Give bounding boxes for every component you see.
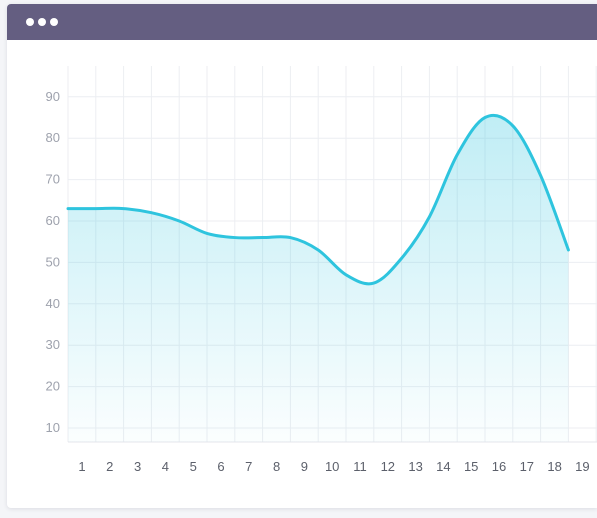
x-tick-label: 10	[325, 459, 339, 474]
x-axis: 1 2 3 4 5 6 7 8 9 10 11 12 13 14 15 16 17 18 19	[78, 459, 589, 474]
x-tick-label: 9	[301, 459, 308, 474]
y-tick-label: 80	[46, 130, 60, 145]
x-tick-label: 3	[134, 459, 141, 474]
y-tick-label: 10	[46, 420, 60, 435]
x-tick-label: 1	[78, 459, 85, 474]
window-titlebar	[7, 4, 597, 40]
area-series	[66, 113, 570, 442]
x-tick-label: 6	[217, 459, 224, 474]
x-tick-label: 14	[436, 459, 450, 474]
area-fill	[68, 115, 569, 442]
x-tick-label: 4	[162, 459, 169, 474]
y-axis: 10 20 30 40 50 60 70 80 90	[46, 89, 60, 435]
y-tick-label: 70	[46, 172, 60, 187]
x-tick-label: 18	[547, 459, 561, 474]
y-tick-label: 50	[46, 254, 60, 269]
x-tick-label: 8	[273, 459, 280, 474]
y-tick-label: 90	[46, 89, 60, 104]
window-dot-3[interactable]	[50, 18, 58, 26]
x-tick-label: 13	[408, 459, 422, 474]
x-tick-label: 12	[381, 459, 395, 474]
y-tick-label: 20	[46, 379, 60, 394]
x-tick-label: 19	[575, 459, 589, 474]
y-tick-label: 40	[46, 296, 60, 311]
x-tick-label: 15	[464, 459, 478, 474]
window-dot-2[interactable]	[38, 18, 46, 26]
x-tick-label: 5	[190, 459, 197, 474]
y-tick-label: 60	[46, 213, 60, 228]
x-tick-label: 16	[492, 459, 506, 474]
x-tick-label: 11	[353, 459, 367, 474]
x-tick-label: 17	[520, 459, 534, 474]
series-line	[66, 113, 570, 286]
x-tick-label: 2	[106, 459, 113, 474]
window-dot-1[interactable]	[26, 18, 34, 26]
x-tick-label: 7	[245, 459, 252, 474]
y-tick-label: 30	[46, 337, 60, 352]
